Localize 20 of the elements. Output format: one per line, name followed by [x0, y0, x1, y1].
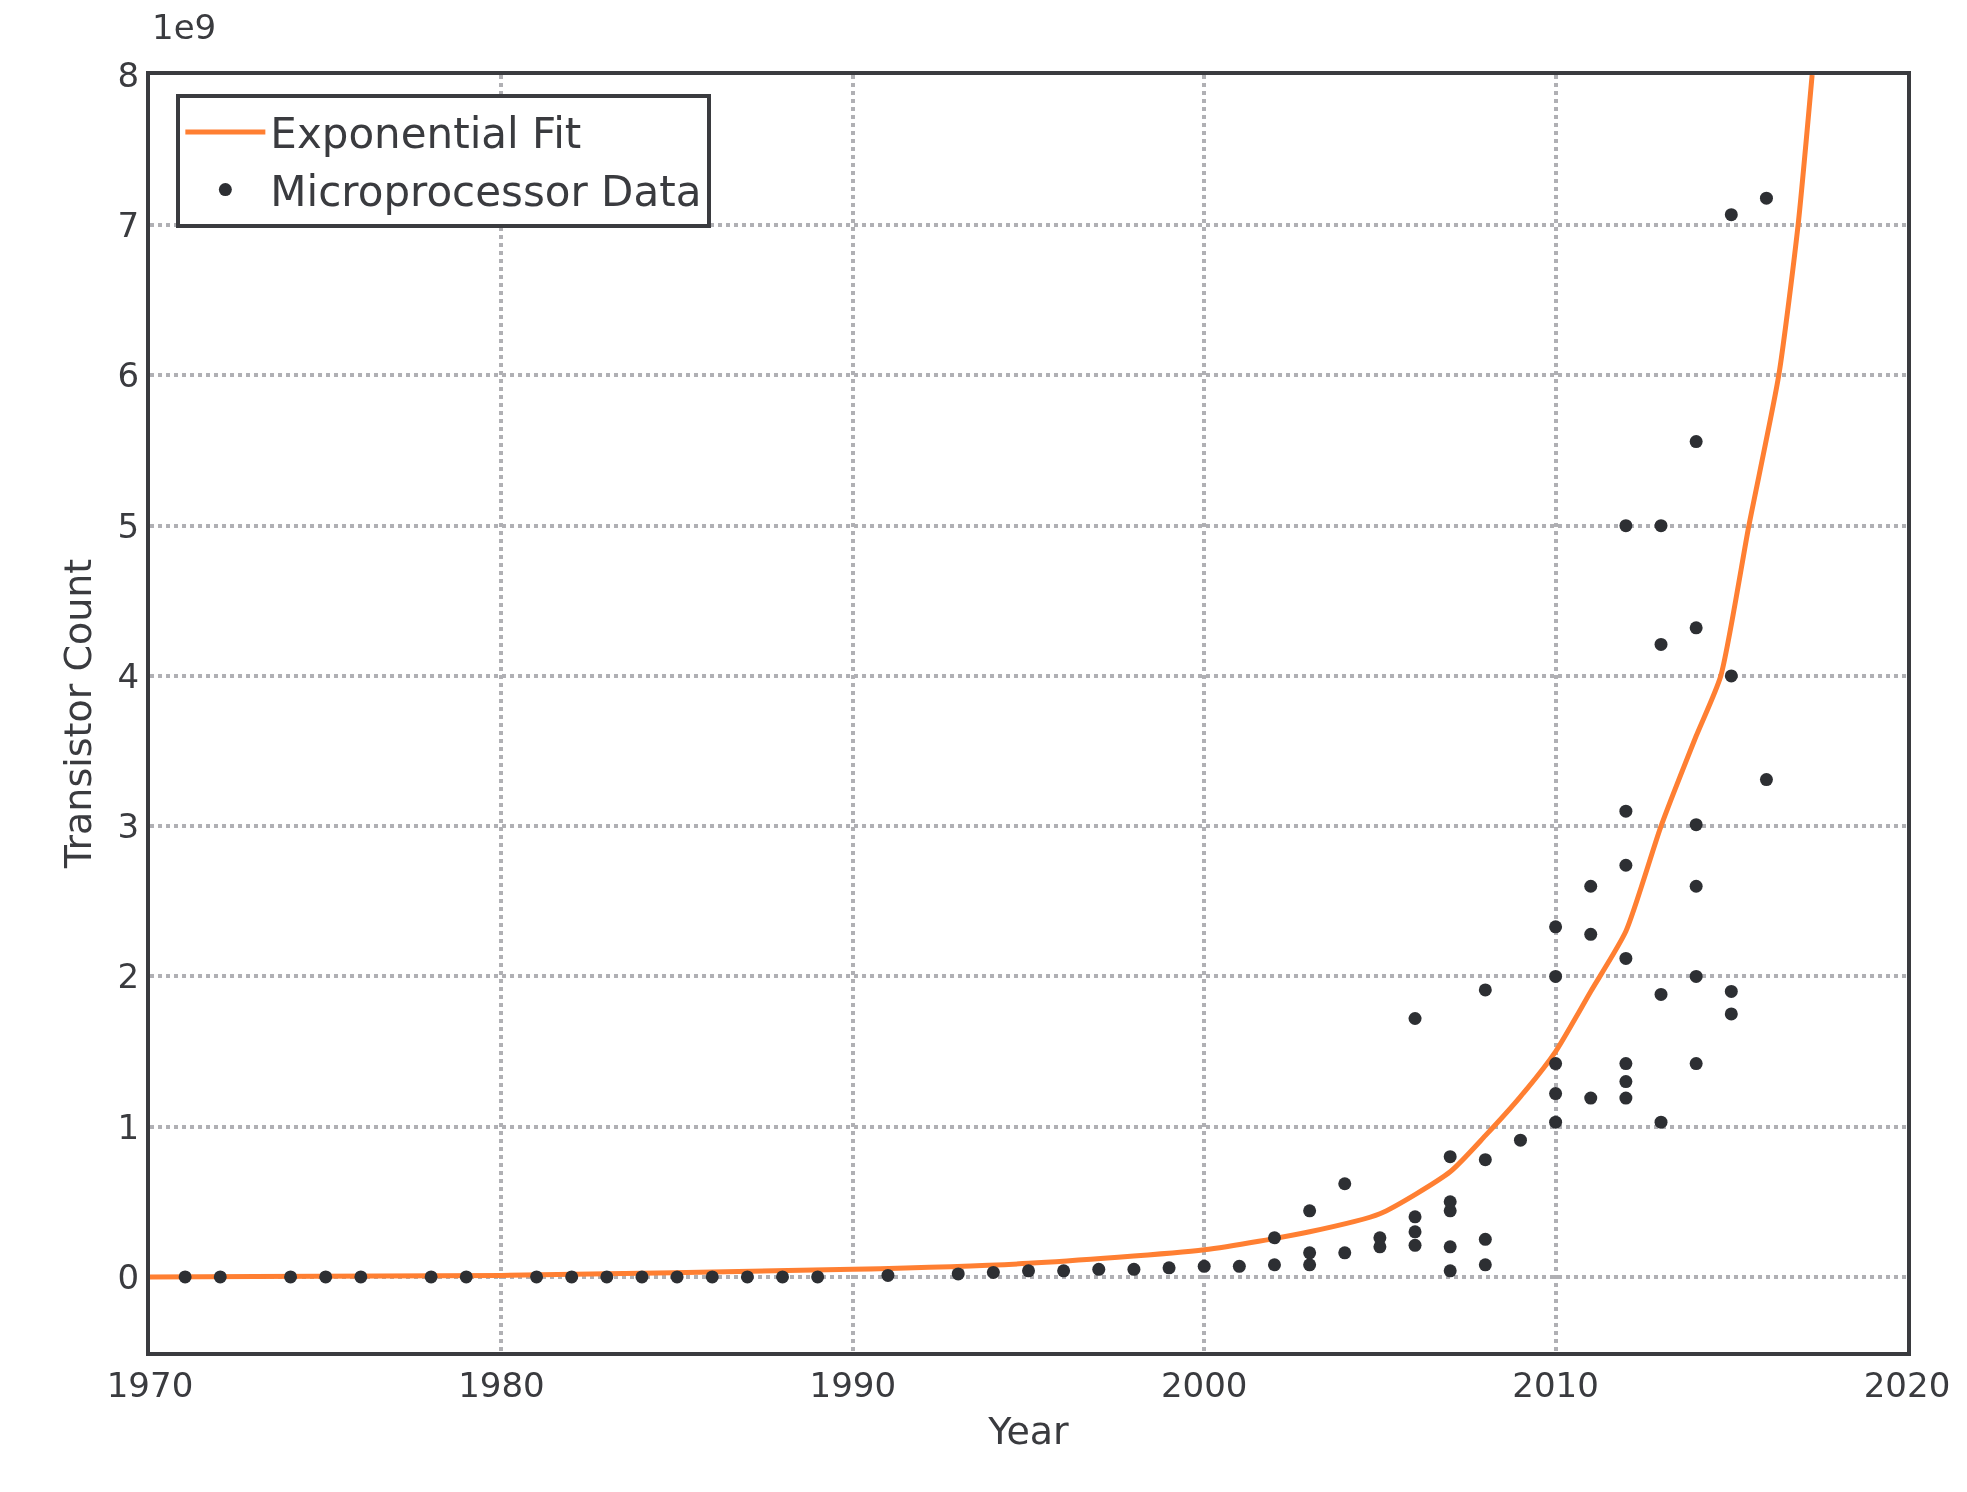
y-axis-title: Transistor Count — [56, 558, 101, 870]
text: 1e9 — [152, 7, 217, 47]
x-tick-label: 1970 — [106, 1364, 194, 1405]
x-tick-label: 2000 — [1160, 1364, 1248, 1405]
y-tick-label: 2 — [117, 956, 140, 997]
y-tick-label: 8 — [117, 54, 140, 95]
y-tick-label: 4 — [117, 655, 140, 696]
y-tick-label: 7 — [117, 205, 140, 246]
x-tick-label: 1980 — [458, 1364, 545, 1405]
y-tick-label: 3 — [117, 806, 140, 847]
x-axis-title: Year — [987, 1409, 1070, 1454]
x-tick-label: 1990 — [809, 1364, 897, 1405]
y-tick-label: 0 — [117, 1256, 140, 1297]
x-tick-label: 2010 — [1512, 1364, 1599, 1405]
x-tick-label: 2020 — [1863, 1364, 1951, 1405]
y-tick-label: 5 — [117, 505, 140, 546]
legend-label: Exponential Fit — [270, 109, 582, 159]
legend-label: Microprocessor Data — [270, 166, 702, 216]
y-tick-label: 6 — [117, 355, 140, 396]
y-tick-label: 1 — [117, 1106, 140, 1147]
